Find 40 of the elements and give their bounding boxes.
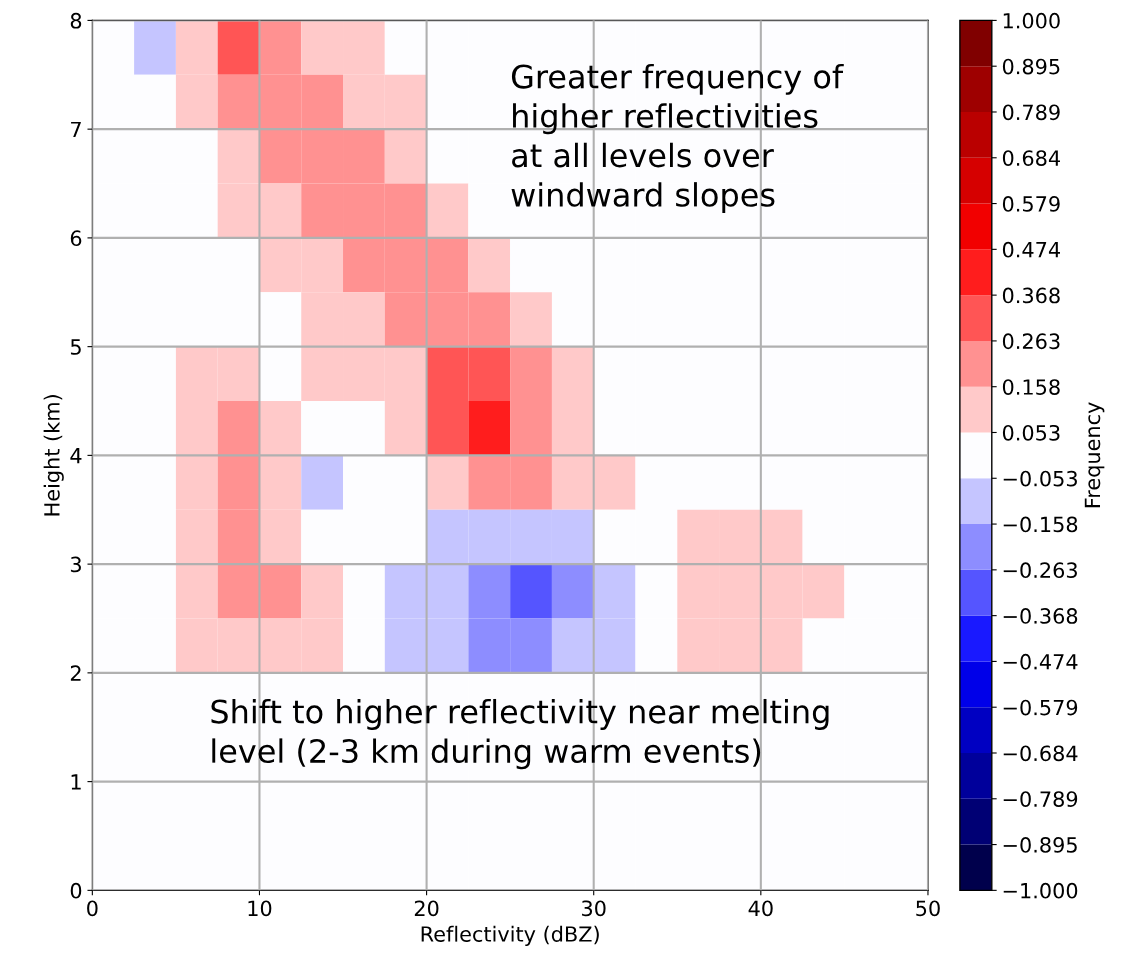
color-bar-label: −1.000: [1003, 882, 1078, 899]
y-tick-label: 2: [70, 665, 81, 681]
y-tick-label: 5: [70, 339, 81, 355]
color-bar-label: −0.895: [1003, 837, 1077, 853]
color-bar-label: −0.053: [1003, 470, 1077, 487]
color-bar-label: −0.684: [1003, 745, 1078, 762]
color-bar-label: 0.263: [1002, 333, 1060, 350]
y-tick-label: 0: [70, 882, 82, 899]
y-axis-title: Height (km): [43, 395, 64, 516]
x-tick-label: 10: [248, 900, 272, 917]
annotation: Greater frequency of higher reflectivities at all levels over windward slopes: [511, 63, 844, 214]
x-tick-label: 50: [916, 900, 940, 917]
color-bar-label: 0.368: [1002, 287, 1060, 304]
y-tick-label: 8: [70, 12, 82, 29]
color-bar-label: 0.684: [1002, 150, 1060, 166]
color-bar-label: −0.579: [1003, 699, 1078, 716]
x-axis-title: Reflectivity (dBZ): [421, 925, 599, 946]
color-bar-label: −0.263: [1003, 562, 1077, 579]
color-bar-label: 1.000: [1003, 12, 1060, 29]
x-tick-label: 30: [582, 900, 606, 917]
x-tick-label: 40: [748, 900, 773, 917]
color-bar-label: 0.789: [1002, 104, 1060, 121]
color-bar-label: 0.579: [1002, 196, 1060, 212]
color-bar-label: 0.158: [1002, 379, 1060, 395]
color-bar-label: −0.158: [1003, 516, 1078, 533]
y-tick-label: 1: [71, 774, 81, 790]
color-bar-label: −0.474: [1003, 653, 1078, 670]
annotation: Shift to higher reflectivity near melting level (2-3 km during warm events): [211, 698, 829, 770]
x-tick-label: 0: [87, 900, 98, 917]
color-bar-label: 0.895: [1002, 58, 1060, 75]
y-tick-label: 6: [70, 230, 82, 247]
color-bar-label: −0.368: [1003, 608, 1078, 624]
color-bar-label: −0.789: [1003, 791, 1078, 807]
y-tick-label: 7: [71, 121, 81, 138]
color-bar-label: 0.053: [1002, 424, 1060, 441]
color-bar-title: Frequency: [1084, 402, 1105, 508]
color-bar-label: 0.474: [1002, 241, 1060, 258]
y-tick-label: 4: [70, 448, 82, 464]
x-tick-label: 20: [414, 900, 439, 917]
y-tick-label: 3: [70, 556, 81, 573]
